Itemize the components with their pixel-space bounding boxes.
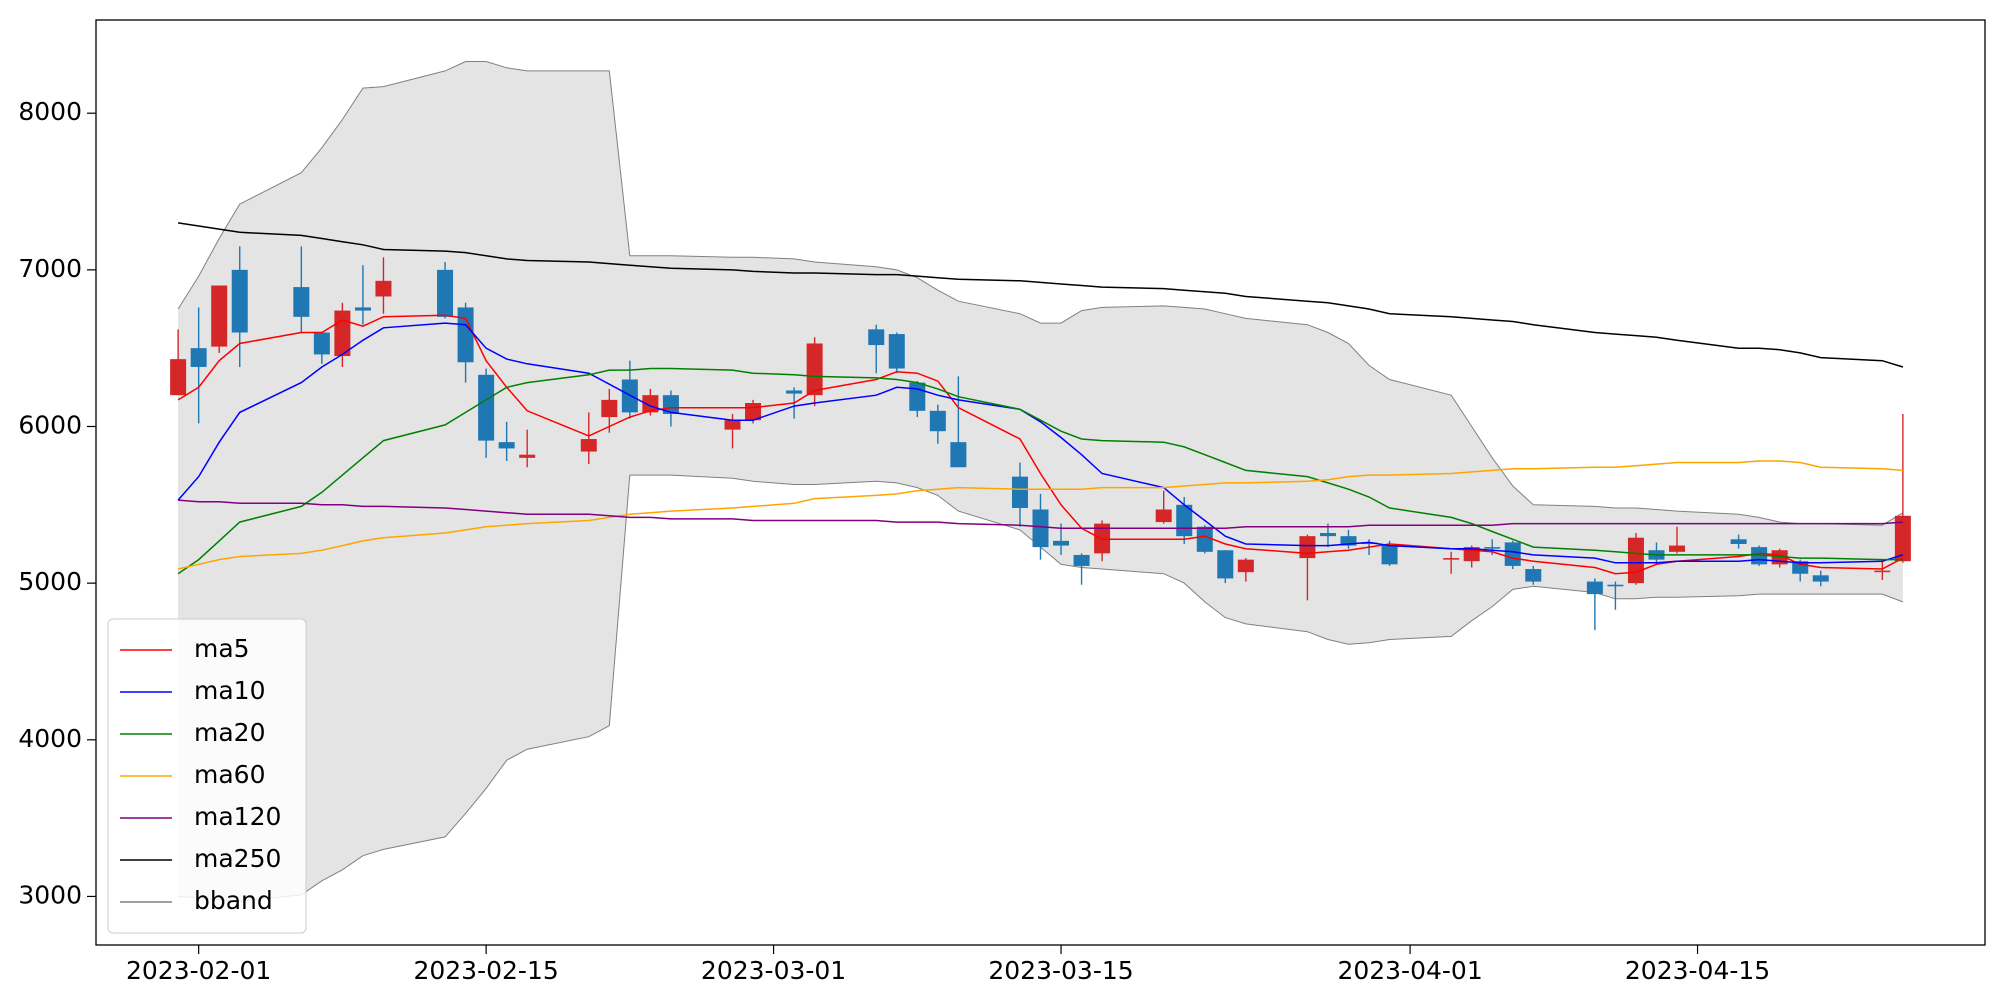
candle-body: [1155, 509, 1172, 523]
candle-body: [1217, 550, 1234, 579]
candle-body: [1525, 569, 1542, 582]
candle-body: [1812, 575, 1829, 582]
candle-body: [519, 454, 536, 458]
candle-body: [1484, 547, 1501, 549]
x-tick-label: 2023-02-01: [126, 956, 271, 985]
candle-body: [806, 343, 823, 396]
candle-body: [868, 329, 885, 346]
candle-body: [1627, 537, 1644, 584]
candle-body: [478, 374, 495, 441]
candle-body: [909, 382, 926, 411]
candle-body: [929, 410, 946, 432]
candle-body: [1586, 581, 1603, 595]
y-tick-label: 5000: [18, 567, 82, 596]
legend-label: ma5: [194, 634, 250, 663]
candle-body: [1011, 476, 1028, 508]
candle-body: [1196, 526, 1213, 552]
candle-body: [211, 285, 228, 347]
candle-body: [354, 307, 371, 311]
band-fill: [178, 61, 1903, 902]
candle-body: [457, 307, 474, 363]
candle-body: [1032, 509, 1049, 548]
x-tick-label: 2023-04-15: [1625, 956, 1770, 985]
candle-body: [1299, 536, 1316, 559]
y-tick-label: 6000: [18, 410, 82, 439]
legend-label: ma60: [194, 760, 265, 789]
x-tick-label: 2023-03-01: [701, 956, 846, 985]
candle-body: [950, 442, 967, 468]
ma-line: [177, 222, 1904, 368]
candle-body: [1237, 559, 1254, 573]
y-tick-label: 8000: [18, 97, 82, 126]
band-lower: [178, 474, 1904, 902]
legend-label: ma20: [194, 718, 265, 747]
y-tick-label: 7000: [18, 254, 82, 283]
y-tick-label: 3000: [18, 880, 82, 909]
ma-line: [177, 460, 1903, 570]
candle-body: [580, 439, 597, 452]
legend-label: bband: [194, 886, 273, 915]
legend-box: [107, 618, 307, 934]
plot-frame: [95, 19, 1986, 946]
x-tick-label: 2023-02-15: [413, 956, 558, 985]
plot-area: [170, 61, 1911, 902]
candle-body: [437, 269, 454, 317]
candle-body: [786, 390, 803, 394]
candle-body: [1053, 540, 1070, 546]
candle-body: [1730, 539, 1747, 544]
candle-body: [1361, 542, 1378, 544]
legend-label: ma120: [194, 802, 281, 831]
candle-body: [334, 310, 351, 357]
candle-body: [293, 287, 310, 317]
candle-body: [601, 399, 618, 418]
candle-body: [498, 442, 515, 449]
candle-body: [170, 359, 187, 396]
candle-body: [231, 269, 248, 333]
ma-line: [177, 367, 1903, 575]
candle-body: [1504, 542, 1521, 566]
candle-body: [313, 332, 330, 355]
y-tick-label: 4000: [18, 724, 82, 753]
x-tick-label: 2023-04-01: [1337, 956, 1482, 985]
band-upper: [177, 61, 1904, 526]
candle-body: [888, 334, 905, 369]
legend-label: ma10: [194, 676, 265, 705]
candle-body: [724, 420, 741, 430]
candle-body: [1073, 554, 1090, 566]
candle-body: [1669, 545, 1686, 552]
ma-line: [177, 322, 1904, 564]
candle-body: [662, 395, 679, 414]
candle-body: [1874, 570, 1891, 573]
candle-body: [1443, 558, 1460, 560]
x-tick-label: 2023-03-15: [988, 956, 1133, 985]
candle-body: [1340, 536, 1357, 546]
legend-label: ma250: [194, 844, 281, 873]
candle-body: [1607, 584, 1624, 587]
candle-body: [1319, 533, 1336, 537]
candle-body: [190, 348, 207, 367]
ma-line: [178, 499, 1903, 530]
candle-body: [375, 280, 392, 297]
candle-body: [1894, 515, 1911, 562]
candle-body: [1381, 545, 1398, 565]
legend: ma5 ma10 ma20 ma60 ma120 ma250 bband: [107, 618, 307, 934]
